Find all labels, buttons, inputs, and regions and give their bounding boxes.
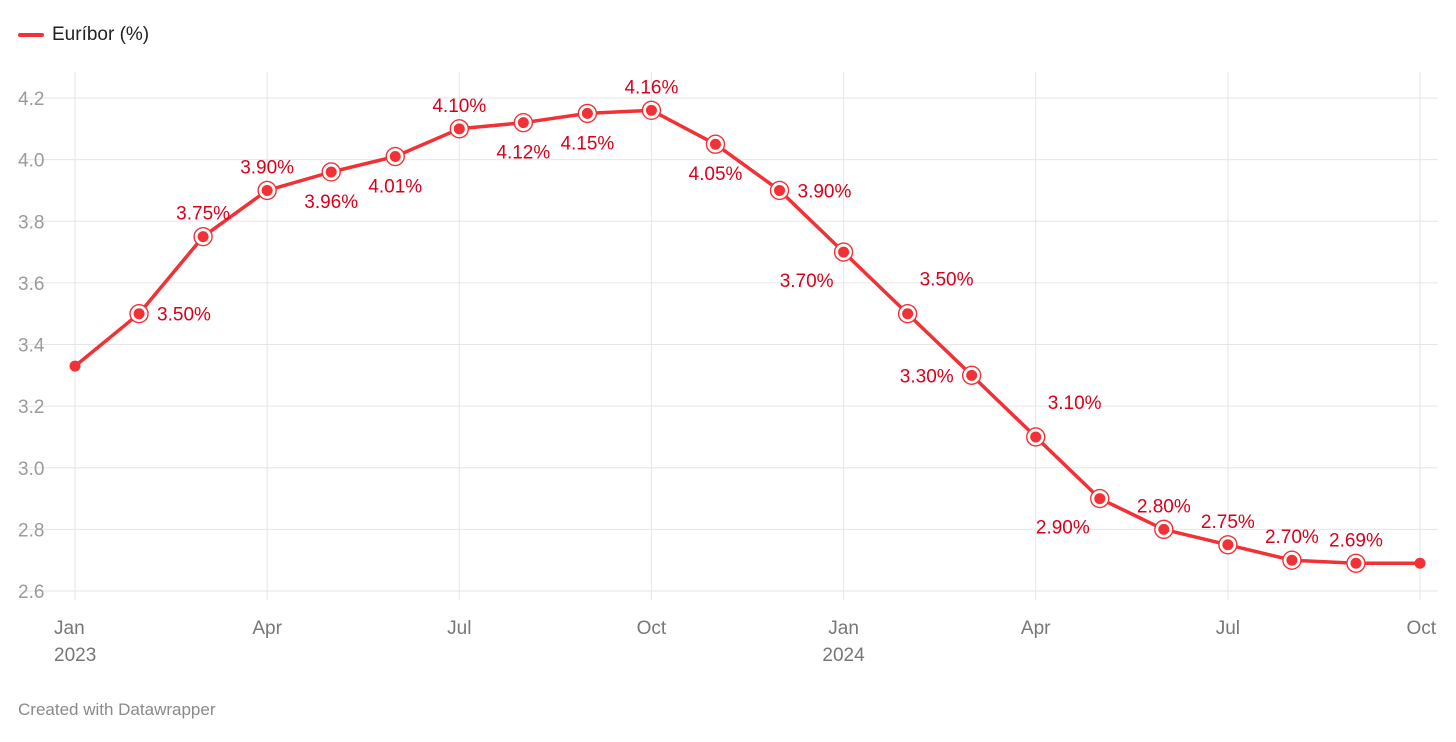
data-label: 3.75% [176,204,230,225]
x-tick-label: Jul [447,618,471,639]
data-point [1346,553,1366,573]
y-tick-label: 3.0 [18,459,44,480]
data-point-dot [774,184,786,196]
data-point [641,100,662,121]
data-point-dot [1350,557,1362,569]
y-tick-label: 3.2 [18,397,44,418]
data-point-dot [261,184,273,196]
legend-label: Euríbor (%) [52,24,150,45]
x-tick-year-label: 2024 [822,645,865,666]
data-point-dot [1414,557,1426,569]
data-point [129,303,149,324]
chart-legend: Euríbor (%) [18,22,149,48]
data-point-dot [838,246,850,258]
x-tick-label: Jan [54,618,85,639]
data-point [769,180,790,201]
y-tick-label: 3.4 [18,336,45,357]
y-tick-label: 3.6 [18,274,44,295]
data-label: 3.90% [798,181,852,202]
data-point [705,134,726,154]
data-label: 3.10% [1048,393,1102,414]
data-point [897,303,918,324]
legend-swatch [18,33,44,37]
data-point-dot [581,107,593,119]
data-point-dot [1286,554,1298,566]
x-tick-label: Apr [1021,618,1051,639]
x-tick-label: Oct [637,618,667,639]
y-tick-label: 4.2 [18,89,44,110]
x-tick-label: Apr [252,618,282,639]
data-label: 2.75% [1201,512,1255,533]
data-point [1090,488,1110,509]
x-tick-label: Jan [828,618,859,639]
data-point-dot [1222,539,1234,551]
data-point [1218,535,1238,555]
data-label: 4.10% [432,96,486,117]
data-point-dot [453,123,465,135]
data-label: 2.80% [1137,496,1191,517]
y-tick-label: 4.0 [18,151,44,172]
data-label: 3.30% [900,366,954,387]
data-point [385,146,405,167]
series-line [73,108,1422,566]
data-label: 3.70% [780,271,834,292]
data-label: 4.15% [560,133,614,154]
data-point-dot [645,104,657,116]
data-point [577,103,598,124]
data-point [513,112,534,133]
data-label: 2.69% [1329,530,1383,551]
credit-footer: Created with Datawrapper [18,700,216,719]
data-label: 4.05% [689,164,743,185]
y-tick-label: 3.8 [18,212,44,233]
data-point [961,365,982,386]
data-label: 4.12% [496,143,550,164]
x-tick-label: Oct [1406,618,1436,639]
data-point-dot [197,231,209,243]
data-point [1282,550,1302,570]
data-point [1026,427,1046,447]
data-point-dot [325,166,337,178]
data-point-dot [902,308,914,320]
y-tick-label: 2.6 [18,582,44,603]
data-point-dot [966,369,978,381]
data-labels: 3.50% 3.75% 3.90% 3.96% 4.01% 4.10% 4.12% 4.15%… [157,77,1383,551]
data-label: 4.16% [624,77,678,98]
data-point [69,360,81,372]
data-point-dot [389,151,401,163]
data-label: 3.50% [157,305,211,326]
x-tick-year-label: 2023 [54,645,96,666]
data-label: 3.96% [304,192,358,213]
y-axis-ticks: 4.2 4.0 3.8 3.6 3.4 3.2 3.0 2.8 2.6 [18,89,45,603]
data-point [833,242,854,262]
data-label: 3.90% [240,157,294,178]
data-point-dot [1158,523,1170,535]
data-point [257,180,277,201]
data-point-dot [133,308,145,320]
data-point [193,226,213,247]
data-point [449,119,469,139]
data-point-dot [517,117,529,129]
data-point-dot [1094,493,1106,505]
euribor-line [73,108,1422,566]
data-point-dot [69,360,81,372]
data-label: 2.90% [1036,518,1090,539]
data-label: 2.70% [1265,527,1319,548]
data-point [321,162,341,182]
data-point-dot [1030,431,1042,443]
data-label: 4.01% [368,177,422,198]
data-point [1414,557,1426,569]
x-axis-ticks: Jan 2023 Apr Jul Oct Jan 2024 Apr Jul Oct [54,618,1437,666]
gridlines [18,72,1438,600]
data-label: 3.50% [920,270,974,291]
data-point-dot [709,138,721,150]
y-tick-label: 2.8 [18,520,44,541]
series-points [69,100,1426,573]
x-tick-label: Jul [1216,618,1240,639]
data-point [1154,519,1174,540]
